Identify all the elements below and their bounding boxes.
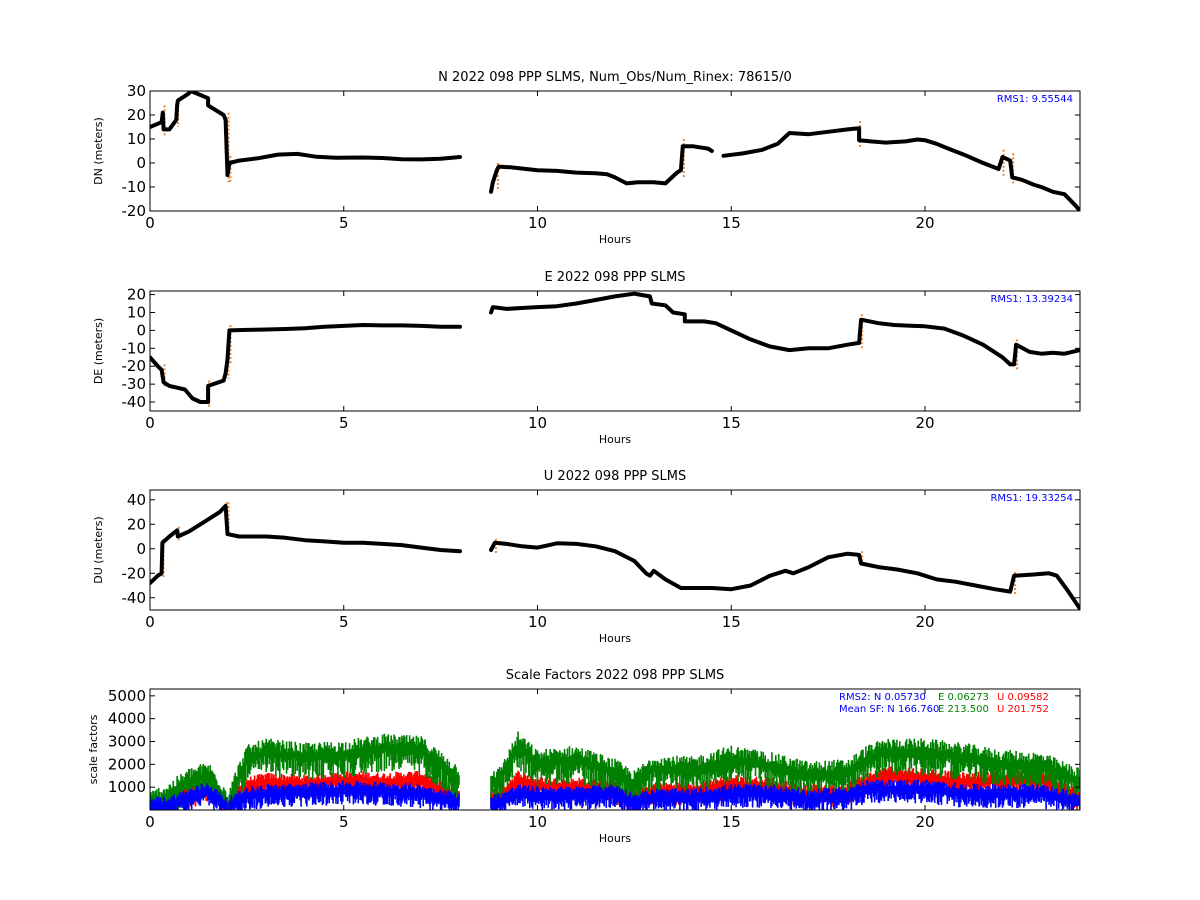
x-tick-label: 10 [528,613,547,631]
data-layer [150,502,1080,610]
series-E [150,731,1080,810]
series-segment-2 [489,144,714,194]
sf-annotation: U 0.09582 [997,692,1049,703]
y-tick-label: -20 [122,357,147,375]
rms-annotation: RMS1: 9.55544 [997,94,1073,105]
data-layer [150,731,1080,810]
y-tick-label: 3000 [108,733,146,751]
x-tick-label: 15 [722,613,741,631]
x-tick-label: 15 [722,214,741,232]
y-tick-label: 30 [127,82,146,100]
data-layer [150,91,1080,211]
y-tick-label: 1000 [108,778,146,796]
y-tick-label: -40 [122,589,147,607]
y-axis-label: DE (meters) [92,318,105,384]
x-tick-label: 20 [915,613,934,631]
y-axis-label: DN (meters) [92,117,105,185]
y-tick-label: 0 [136,154,146,172]
x-tick-label: 15 [722,414,741,432]
chart-title: Scale Factors 2022 098 PPP SLMS [506,668,725,683]
y-tick-label: 20 [127,286,146,304]
sf-annotation: E 213.500 [938,704,989,715]
sf-annotation: E 0.06273 [938,692,989,703]
chart-title: N 2022 098 PPP SLMS, Num_Obs/Num_Rinex: … [438,70,792,85]
x-axis-label: Hours [599,233,631,246]
sf-annotation: U 201.752 [997,704,1049,715]
x-tick-label: 20 [915,813,934,831]
series-segment-3 [721,126,1080,211]
series-segment-1 [150,503,462,586]
x-tick-label: 5 [339,613,349,631]
y-tick-label: -20 [122,202,147,220]
panel-1: N 2022 098 PPP SLMS, Num_Obs/Num_Rinex: … [92,70,1081,246]
x-tick-label: 5 [339,414,349,432]
y-tick-label: 10 [127,303,146,321]
y-tick-label: 5000 [108,687,146,705]
series-segment-2 [489,291,1080,367]
y-tick-label: 2000 [108,755,146,773]
x-tick-label: 20 [915,414,934,432]
x-tick-label: 0 [145,613,155,631]
y-axis-label: scale factors [87,714,100,784]
panel-4: Scale Factors 2022 098 PPP SLMS 0 5 10 15 20 1… [87,668,1081,845]
series-N [150,779,1080,810]
y-tick-label: -10 [122,339,147,357]
rms-annotation: RMS1: 13.39234 [990,294,1073,305]
x-axis-label: Hours [599,632,631,645]
x-axis-label: Hours [599,433,631,446]
y-tick-label: 10 [127,130,146,148]
y-tick-label: -20 [122,564,147,582]
y-tick-label: 20 [127,515,146,533]
sf-annotation: RMS2: N 0.05730 [839,692,926,703]
x-tick-label: 15 [722,813,741,831]
x-tick-label: 5 [339,813,349,831]
plot-frame [149,90,1081,212]
panel-3: U 2022 098 PPP SLMS 0 5 10 15 20 -40 -20 0 20 40 Ho… [92,469,1081,645]
y-tick-label: 4000 [108,710,146,728]
series-segment-1 [150,91,462,177]
x-tick-label: 0 [145,214,155,232]
y-tick-label: -10 [122,178,147,196]
series-segment-1 [150,323,462,404]
y-axis-label: DU (meters) [92,516,105,583]
y-tick-label: 20 [127,106,146,124]
chart-title: U 2022 098 PPP SLMS [544,469,686,484]
y-tick-label: -40 [122,393,147,411]
x-tick-label: 0 [145,414,155,432]
plot-frame [149,688,1081,811]
x-tick-label: 5 [339,214,349,232]
x-tick-label: 0 [145,813,155,831]
rms-annotation: RMS1: 19.33254 [990,493,1073,504]
y-tick-label: -30 [122,375,147,393]
chart-title: E 2022 098 PPP SLMS [544,270,685,285]
y-tick-label: 0 [136,321,146,339]
plot-frame [149,290,1081,412]
x-tick-label: 10 [528,214,547,232]
x-axis-label: Hours [599,832,631,845]
x-tick-label: 20 [915,214,934,232]
x-tick-label: 10 [528,414,547,432]
x-tick-label: 10 [528,813,547,831]
plot-frame [149,489,1081,611]
y-tick-label: 0 [136,540,146,558]
data-layer [150,291,1080,408]
series-segment-2 [489,540,1080,610]
y-tick-label: 40 [127,491,146,509]
sf-annotation: Mean SF: N 166.760 [839,704,939,715]
